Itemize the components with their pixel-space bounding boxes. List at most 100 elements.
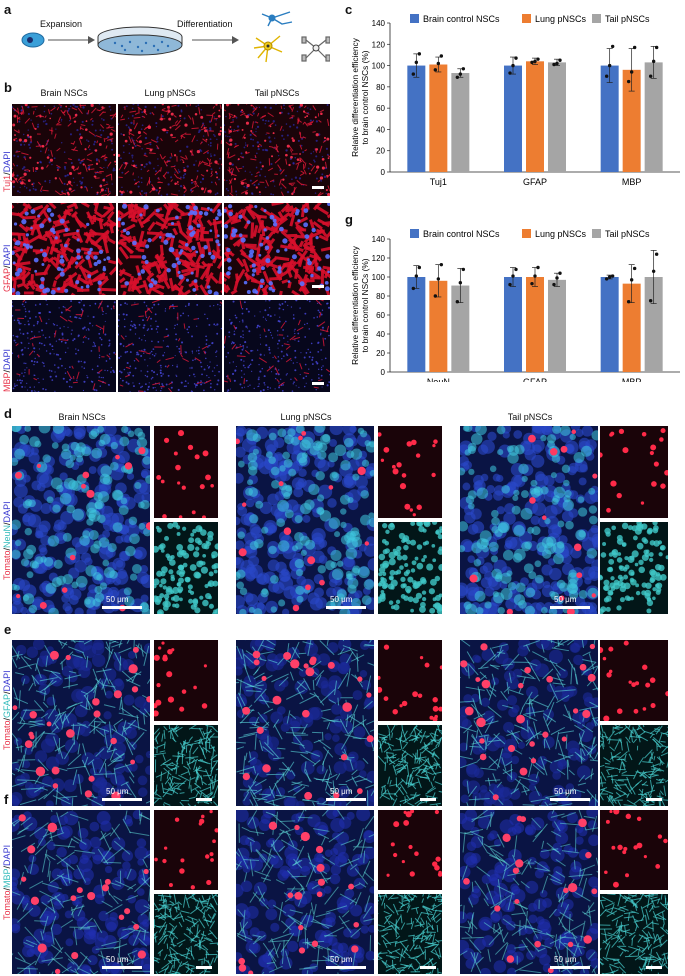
def-side-scale-r1-c2 <box>646 798 662 801</box>
bar <box>526 277 544 372</box>
data-point <box>433 294 438 298</box>
legend-label: Lung pNSCs <box>535 229 587 239</box>
def-side-cyan-r2-c2 <box>600 894 668 974</box>
def-scale-bar-r2-c2 <box>550 966 590 969</box>
def-scale-bar-r1-c2-label: 50 μm <box>554 787 577 796</box>
b-row-label-mbp: MBP/DAPI <box>2 348 12 392</box>
def-scale-bar-r0-c0 <box>102 606 142 609</box>
def-scale-bar-r0-c2-label: 50 μm <box>554 595 577 604</box>
b-row-label-gfap: GFAP/DAPI <box>2 244 12 292</box>
bar <box>504 277 522 372</box>
b-micrograph-r0-c0 <box>12 104 116 196</box>
legend-swatch <box>522 229 531 238</box>
y-tick-label: 80 <box>376 292 385 301</box>
def-side-red-r1-c1 <box>378 640 442 721</box>
data-point <box>461 67 466 71</box>
b-scale-bar-r1 <box>312 285 324 288</box>
x-tick-label: NeuN <box>427 377 450 382</box>
def-side-red-r0-c1 <box>378 426 442 518</box>
y-tick-label: 0 <box>381 368 386 377</box>
data-point <box>439 262 444 267</box>
b-micrograph-r0-c2 <box>224 104 330 196</box>
def-scale-bar-r2-c1 <box>326 966 366 969</box>
data-point <box>654 252 659 256</box>
def-scale-bar-r1-c0-label: 50 μm <box>106 787 129 796</box>
data-point <box>654 45 659 50</box>
data-point <box>629 278 634 282</box>
def-side-red-r0-c0 <box>154 426 218 518</box>
data-point <box>414 60 419 65</box>
b-scale-bar-r0 <box>312 186 324 189</box>
b-col-title-brain: Brain NSCs <box>40 88 88 98</box>
e-row-label: Tomato/GFAP/DAPI <box>2 670 12 750</box>
def-scale-bar-r0-c1-label: 50 μm <box>330 595 353 604</box>
data-point <box>632 266 637 271</box>
legend-label: Lung pNSCs <box>535 14 587 24</box>
y-tick-label: 120 <box>372 40 386 49</box>
data-point <box>514 56 518 60</box>
def-scale-bar-r0-c1 <box>326 606 366 609</box>
y-tick-label: 20 <box>376 349 385 358</box>
def-side-red-r2-c0 <box>154 810 218 890</box>
y-tick-label: 0 <box>381 168 386 177</box>
x-tick-label: GFAP <box>523 377 547 382</box>
y-tick-label: 100 <box>372 62 386 71</box>
data-point <box>610 274 615 278</box>
differentiation-arrowhead <box>232 36 239 44</box>
def-main-r1-c1 <box>236 640 374 806</box>
neuron-icon <box>261 11 293 27</box>
d-row-label: Tomato/NeuN/DAPI <box>2 501 12 580</box>
def-side-cyan-r2-c0 <box>154 894 218 974</box>
data-point <box>411 72 416 76</box>
y-tick-label: 140 <box>372 235 386 244</box>
f-row-label: Tomato/MBP/DAPI <box>2 844 12 920</box>
y-tick-label: 120 <box>372 254 386 263</box>
def-side-cyan-r0-c0 <box>154 522 218 614</box>
oligodendrocyte-icon <box>301 36 330 62</box>
def-col-title-brain: Brain NSCs <box>58 412 106 422</box>
y-tick-label: 40 <box>376 125 385 134</box>
b-scale-bar-r2 <box>312 382 324 385</box>
bar <box>451 285 470 372</box>
bar <box>407 277 426 372</box>
panel-e-letter: e <box>4 622 12 637</box>
def-side-scale-r2-c0 <box>196 966 212 969</box>
b-micrograph-r0-c1 <box>118 104 222 196</box>
bar <box>429 64 448 172</box>
y-tick-label: 100 <box>372 273 386 282</box>
data-point <box>626 79 631 84</box>
legend-swatch <box>410 14 419 23</box>
y-tick-label: 60 <box>376 311 385 320</box>
data-point <box>533 274 537 278</box>
data-point <box>648 299 653 303</box>
def-scale-bar-r0-c0-label: 50 μm <box>106 595 129 604</box>
def-side-scale-r2-c1 <box>420 966 436 969</box>
def-side-red-r1-c0 <box>154 640 218 721</box>
bar <box>622 69 641 172</box>
data-point <box>530 281 534 286</box>
bar <box>407 65 426 172</box>
b-col-title-lung: Lung pNSCs <box>144 88 196 98</box>
y-tick-label: 140 <box>372 19 386 28</box>
y-tick-label: 80 <box>376 83 385 92</box>
expansion-arrowhead <box>88 36 95 44</box>
def-side-cyan-r0-c1 <box>378 522 442 614</box>
astrocyte-icon <box>253 35 283 63</box>
data-point <box>651 269 656 273</box>
legend-label: Brain control NSCs <box>423 229 500 239</box>
bar <box>600 65 619 172</box>
data-point <box>436 277 441 281</box>
def-side-cyan-r1-c2 <box>600 725 668 806</box>
data-point <box>604 74 609 78</box>
def-scale-bar-r1-c1-label: 50 μm <box>330 787 353 796</box>
legend-swatch <box>592 229 601 238</box>
b-col-title-tail: Tail pNSCs <box>254 88 300 98</box>
def-col-title-lung: Lung pNSCs <box>280 412 332 422</box>
data-point <box>439 54 444 58</box>
b-micrograph-r1-c0 <box>12 203 116 295</box>
y-axis-label: Relative differentiation efficiencyto br… <box>350 245 370 365</box>
bar <box>451 73 470 172</box>
data-point <box>555 61 559 66</box>
def-main-r0-c2 <box>460 426 598 614</box>
